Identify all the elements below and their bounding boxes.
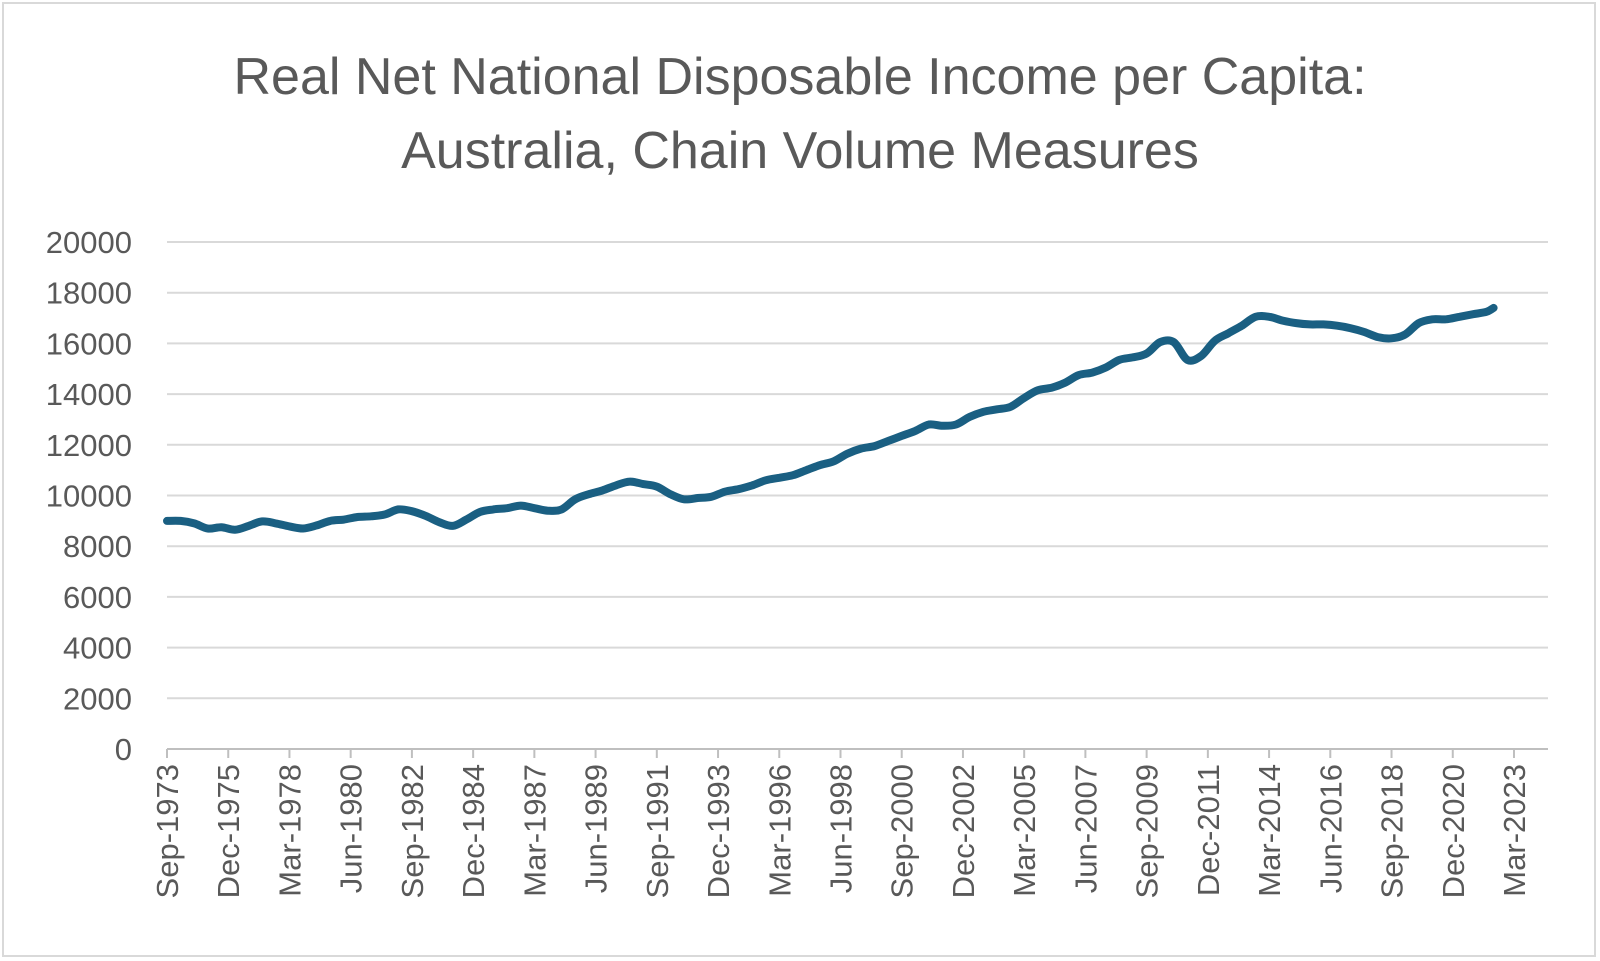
x-axis xyxy=(166,748,1548,758)
x-tick-label: Dec-1993 xyxy=(701,764,736,898)
x-axis-tick-labels: Sep-1973 Dec-1975 Mar-1978 Jun-1980 Sep-1982… xyxy=(150,764,1532,898)
x-tick-label: Dec-2020 xyxy=(1436,764,1471,898)
chart-title-line-2: Australia, Chain Volume Measures xyxy=(401,122,1199,180)
y-tick-label: 2000 xyxy=(63,681,132,716)
x-tick-label: Sep-2018 xyxy=(1375,764,1410,898)
y-tick-label: 6000 xyxy=(63,580,132,615)
x-tick-label: Mar-1987 xyxy=(517,764,552,897)
gridlines xyxy=(167,241,1548,700)
x-tick-label: Jun-2007 xyxy=(1068,764,1103,893)
y-tick-label: 18000 xyxy=(46,276,132,311)
x-tick-label: Jun-1998 xyxy=(823,764,858,893)
y-tick-label: 20000 xyxy=(46,225,132,260)
y-tick-label: 0 xyxy=(115,732,132,767)
y-tick-label: 12000 xyxy=(46,428,132,463)
x-tick-label: Dec-2002 xyxy=(946,764,981,898)
y-tick-label: 8000 xyxy=(63,529,132,564)
y-tick-label: 4000 xyxy=(63,631,132,666)
chart-title: Real Net National Disposable Income per … xyxy=(0,40,1600,188)
x-tick-label: Jun-1980 xyxy=(334,764,369,893)
y-tick-label: 10000 xyxy=(46,479,132,514)
x-tick-label: Jun-1989 xyxy=(579,764,614,893)
series-line xyxy=(163,303,1498,534)
x-tick-label: Dec-1984 xyxy=(456,764,491,898)
x-tick-label: Sep-1973 xyxy=(150,764,185,898)
x-tick-label: Mar-1996 xyxy=(762,764,797,897)
x-tick-label: Sep-2009 xyxy=(1130,764,1165,898)
y-axis-tick-labels: 0 2000 4000 6000 8000 10000 12000 14000 16000 180… xyxy=(46,225,132,767)
x-tick-label: Sep-1991 xyxy=(640,764,675,898)
series-layer xyxy=(163,303,1498,534)
y-tick-label: 14000 xyxy=(46,377,132,412)
x-tick-label: Mar-2023 xyxy=(1497,764,1532,897)
x-tick-label: Mar-2014 xyxy=(1252,764,1287,897)
x-tick-label: Mar-2005 xyxy=(1007,764,1042,897)
x-tick-label: Sep-2000 xyxy=(885,764,920,898)
x-tick-label: Dec-1975 xyxy=(211,764,246,898)
y-tick-label: 16000 xyxy=(46,326,132,361)
x-tick-label: Dec-2011 xyxy=(1191,764,1226,896)
x-tick-label: Mar-1978 xyxy=(272,764,307,897)
chart-title-line-1: Real Net National Disposable Income per … xyxy=(233,48,1367,106)
x-tick-label: Sep-1982 xyxy=(395,764,430,898)
x-tick-label: Jun-2016 xyxy=(1313,764,1348,893)
